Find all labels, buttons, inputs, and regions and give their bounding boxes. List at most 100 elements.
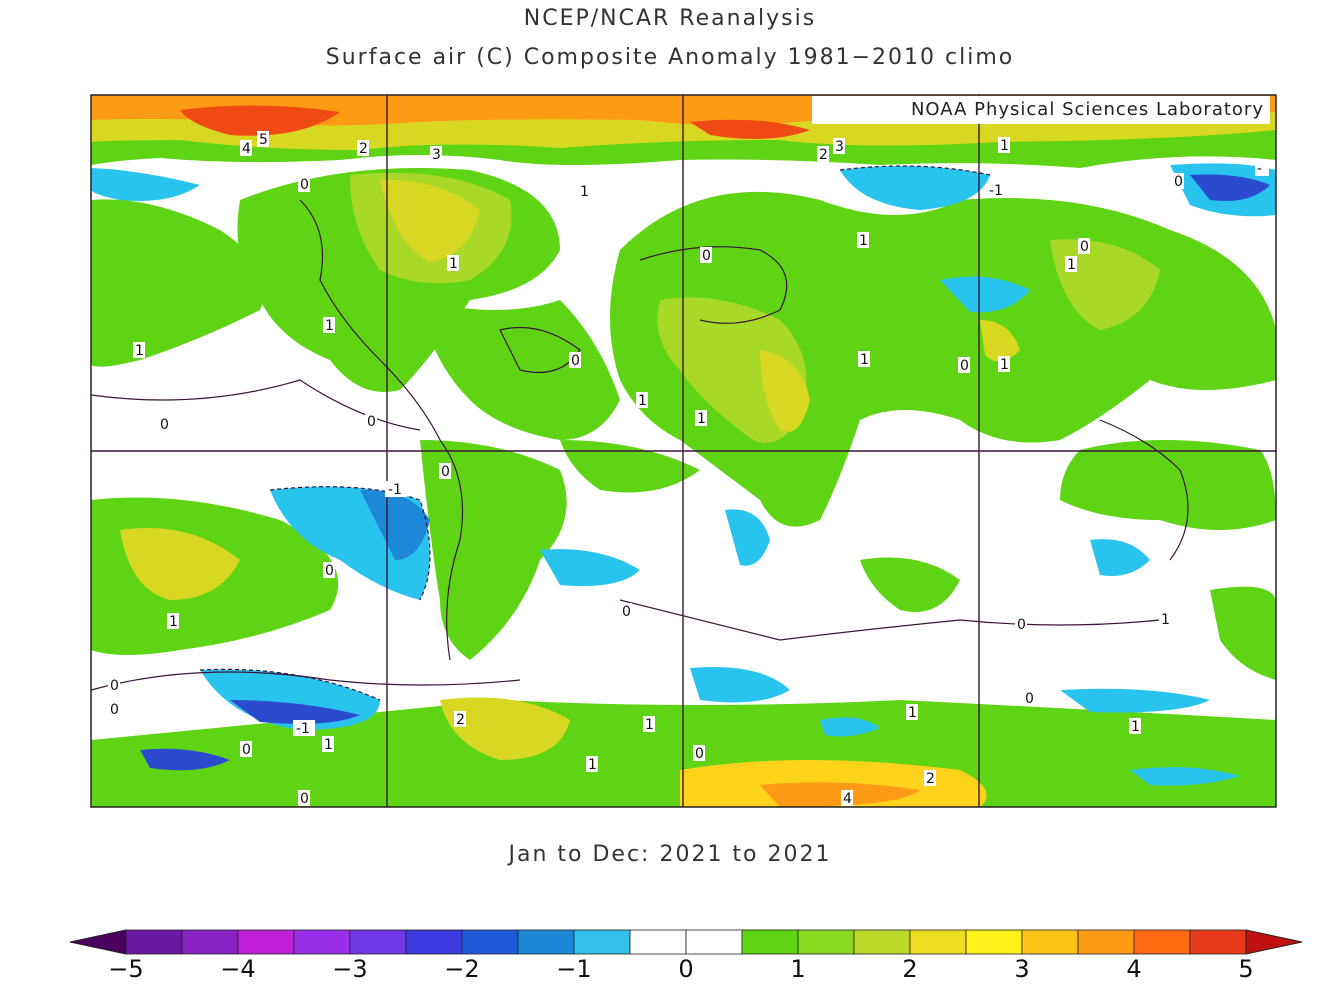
anomaly-region xyxy=(690,666,790,703)
anomaly-region xyxy=(690,119,810,139)
colorbar xyxy=(69,929,1303,955)
contour-label: 0 xyxy=(325,563,334,579)
colorbar-tick-label: 2 xyxy=(902,955,918,983)
colorbar-tick-label: −2 xyxy=(444,955,480,983)
anomaly-region xyxy=(980,320,1020,362)
anomaly-region xyxy=(540,549,640,586)
anomaly-region xyxy=(180,105,340,136)
colorbar-bin xyxy=(853,929,911,955)
contour-label: 1 xyxy=(135,343,144,359)
anomaly-region xyxy=(760,782,920,807)
contour-label: 2 xyxy=(926,771,935,787)
contour-label: -1 xyxy=(388,482,402,498)
credit-label: NOAA Physical Sciences Laboratory xyxy=(812,96,1270,124)
colorbar-bin xyxy=(573,929,631,955)
contour-label: 0 xyxy=(1080,239,1089,255)
colorbar-tick-label: −5 xyxy=(108,955,144,983)
colorbar-bin xyxy=(293,929,351,955)
colorbar-bin xyxy=(741,929,799,955)
contour-label: 1 xyxy=(860,352,869,368)
negative-contours xyxy=(199,165,991,701)
contour-label: 1 xyxy=(324,737,333,753)
contour-label: 0 xyxy=(960,358,969,374)
anomaly-region xyxy=(725,509,770,566)
contour-label: 0 xyxy=(110,702,119,718)
anomaly-region xyxy=(1060,440,1276,530)
anomaly-region xyxy=(1060,688,1210,713)
colorbar-bin xyxy=(517,929,575,955)
anomaly-region xyxy=(91,199,265,367)
anomaly-region xyxy=(440,697,570,760)
anomaly-region xyxy=(1210,586,1276,680)
contour-label: 0 xyxy=(300,791,309,807)
contour-label: 0 xyxy=(110,678,119,694)
colorbar-bin xyxy=(1021,929,1079,955)
contour-label: 2 xyxy=(359,141,368,157)
contour-label: 0 xyxy=(695,746,704,762)
contour-label: 3 xyxy=(432,147,441,163)
contour-label: 2 xyxy=(819,147,828,163)
map-grid xyxy=(91,95,1276,807)
contour-label: 0 xyxy=(1174,174,1183,190)
contour-label: 1 xyxy=(1067,257,1076,273)
colorbar-bin xyxy=(909,929,967,955)
period-label: Jan to Dec: 2021 to 2021 xyxy=(508,842,832,867)
colorbar-low-arrow xyxy=(69,929,127,955)
contour-label: 1 xyxy=(1000,357,1009,373)
anomaly-region xyxy=(940,276,1030,313)
anomaly-region xyxy=(91,168,200,201)
colorbar-bin xyxy=(685,929,743,955)
colorbar-bin xyxy=(405,929,463,955)
colorbar-bin xyxy=(181,929,239,955)
colorbar-bin xyxy=(1189,929,1247,955)
anomaly-region xyxy=(1190,174,1270,201)
chart-subtitle: Surface air (C) Composite Anomaly 1981−2… xyxy=(325,45,1015,70)
colorbar-bin xyxy=(1133,929,1191,955)
map-frame xyxy=(90,94,1277,808)
colorbar-bin xyxy=(125,929,183,955)
colorbar-tick-label: 3 xyxy=(1014,955,1030,983)
contour-label: -1 xyxy=(296,721,310,737)
contour-label: 0 xyxy=(160,417,169,433)
colorbar-bin xyxy=(237,929,295,955)
contour-lines xyxy=(91,199,1189,691)
colorbar-tick-label: 4 xyxy=(1126,955,1142,983)
colorbar-tick-label: 5 xyxy=(1238,955,1254,983)
anomaly-region xyxy=(840,166,990,210)
contour-label: 1 xyxy=(325,318,334,334)
contour-label: 1 xyxy=(169,614,178,630)
contour-label: 0 xyxy=(300,177,309,193)
contour-label: 0 xyxy=(702,248,711,264)
contour-label: 1 xyxy=(908,705,917,721)
colorbar-tick-label: 1 xyxy=(790,955,806,983)
colorbar-high-arrow xyxy=(1245,929,1303,955)
anomaly-region xyxy=(560,440,700,493)
anomaly-region xyxy=(1050,239,1160,330)
colorbar-tick-label: 0 xyxy=(678,955,694,983)
anomaly-region xyxy=(380,179,480,262)
contour-label-group: 4 5 2 3 2 3 1 - 0 1 -1 1 0 1 0 1 1 0 0 1… xyxy=(108,131,1269,807)
contour-label: 0 xyxy=(367,414,376,430)
contour-label: 0 xyxy=(1025,691,1034,707)
contour-label: 4 xyxy=(242,141,251,157)
anomaly-region xyxy=(820,717,880,737)
chart-title: NCEP/NCAR Reanalysis xyxy=(523,6,817,31)
contour-label: 1 xyxy=(697,411,706,427)
contour-label: 0 xyxy=(441,464,450,480)
colorbar-bin xyxy=(349,929,407,955)
anomaly-region xyxy=(860,557,960,612)
colorbar-bin xyxy=(797,929,855,955)
contour-label: 3 xyxy=(835,139,844,155)
contour-label: -1 xyxy=(989,183,1003,199)
contour-label: 0 xyxy=(622,604,631,620)
contour-label: - xyxy=(1257,161,1262,177)
colorbar-tick-label: −1 xyxy=(556,955,592,983)
contour-label: 1 xyxy=(859,233,868,249)
anomaly-region xyxy=(1130,767,1240,786)
colorbar-bin xyxy=(1077,929,1135,955)
anomaly-region xyxy=(420,440,567,660)
contour-label: 2 xyxy=(456,712,465,728)
anomaly-region xyxy=(140,748,230,771)
contour-label: 1 xyxy=(1000,138,1009,154)
contour-label: 1 xyxy=(588,757,597,773)
